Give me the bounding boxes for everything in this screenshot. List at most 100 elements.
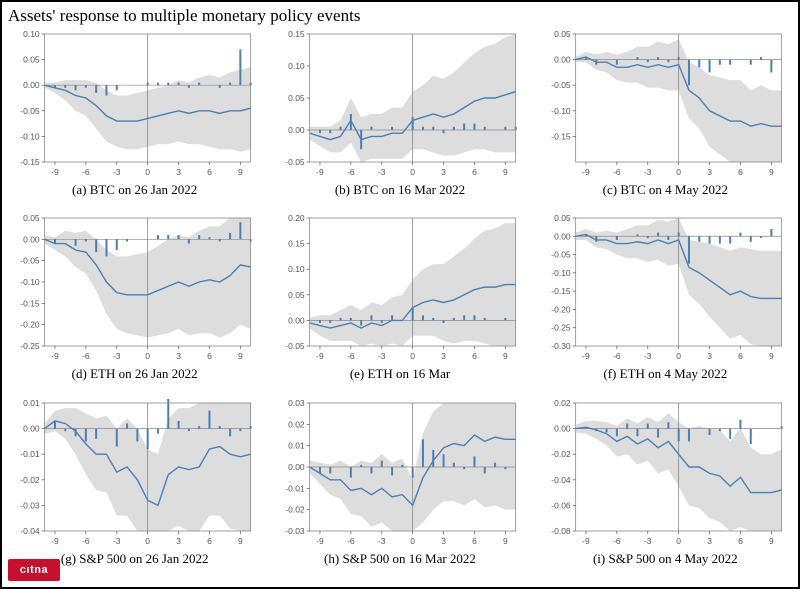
svg-text:9: 9: [769, 351, 774, 361]
svg-text:-6: -6: [82, 351, 90, 361]
svg-text:-0.08: -0.08: [551, 526, 571, 536]
svg-text:-6: -6: [613, 536, 621, 546]
panel-b: -0.050.000.050.100.15-9-6-30369(b) BTC o…: [273, 30, 526, 210]
svg-text:0.03: 0.03: [288, 399, 305, 408]
svg-text:-3: -3: [378, 167, 386, 177]
svg-text:-6: -6: [347, 351, 355, 361]
svg-text:-0.10: -0.10: [551, 106, 571, 116]
svg-text:-0.15: -0.15: [20, 157, 40, 167]
svg-text:6: 6: [738, 351, 743, 361]
panel-h: -0.03-0.02-0.010.000.010.020.03-9-6-3036…: [273, 399, 526, 579]
svg-text:0.00: 0.00: [23, 80, 40, 90]
panel-d: -0.25-0.20-0.15-0.10-0.050.000.05-9-6-30…: [8, 214, 261, 394]
svg-text:-9: -9: [317, 351, 325, 361]
panel-grid: -0.15 -0.10 -0.05 0.00 0.05 0.10 -9 -6 -3 0 3 6 9 (a)…: [2, 28, 798, 585]
svg-text:-6: -6: [82, 536, 90, 546]
svg-text:-0.10: -0.10: [551, 268, 571, 278]
svg-text:-0.25: -0.25: [20, 341, 40, 351]
svg-text:-0.05: -0.05: [20, 256, 40, 266]
panel-caption-g: (g) S&P 500 on 26 Jan 2022: [61, 551, 209, 567]
svg-text:0.10: 0.10: [288, 61, 305, 71]
panel-caption-e: (e) ETH on 16 Mar: [350, 366, 450, 382]
source-logo: cıtna: [8, 559, 60, 581]
panel-caption-b: (b) BTC on 16 Mar 2022: [335, 182, 465, 198]
svg-text:-9: -9: [51, 167, 59, 177]
svg-text:-3: -3: [644, 351, 652, 361]
svg-text:9: 9: [769, 167, 774, 177]
svg-text:6: 6: [472, 351, 477, 361]
svg-text:-0.25: -0.25: [551, 323, 571, 333]
svg-text:-9: -9: [582, 351, 590, 361]
svg-text:3: 3: [442, 167, 447, 177]
svg-text:6: 6: [738, 536, 743, 546]
svg-text:-0.03: -0.03: [20, 500, 40, 510]
svg-text:0: 0: [676, 536, 681, 546]
svg-text:0.05: 0.05: [288, 93, 305, 103]
svg-text:0.00: 0.00: [554, 232, 571, 242]
panel-caption-c: (c) BTC on 4 May 2022: [603, 182, 728, 198]
svg-text:-3: -3: [644, 536, 652, 546]
panel-caption-i: (i) S&P 500 on 4 May 2022: [593, 551, 738, 567]
svg-text:-0.01: -0.01: [286, 483, 306, 493]
svg-text:-3: -3: [644, 167, 652, 177]
svg-text:3: 3: [442, 536, 447, 546]
svg-text:0.00: 0.00: [23, 235, 40, 245]
svg-text:-0.05: -0.05: [286, 157, 306, 167]
svg-text:-6: -6: [613, 351, 621, 361]
svg-text:0.01: 0.01: [288, 440, 305, 450]
svg-text:-0.02: -0.02: [551, 449, 571, 459]
panel-caption-f: (f) ETH on 4 May 2022: [603, 366, 727, 382]
svg-text:6: 6: [472, 536, 477, 546]
svg-text:-0.02: -0.02: [20, 474, 40, 484]
panel-f: -0.30-0.25-0.20-0.15-0.10-0.050.000.05-9…: [539, 214, 792, 394]
svg-text:9: 9: [238, 167, 243, 177]
svg-text:-6: -6: [613, 167, 621, 177]
svg-text:6: 6: [472, 167, 477, 177]
svg-text:0: 0: [145, 351, 150, 361]
svg-text:-0.02: -0.02: [286, 504, 306, 514]
panel-g: -0.04-0.03-0.02-0.010.000.01-9-6-30369(g…: [8, 399, 261, 579]
svg-text:0.00: 0.00: [288, 462, 305, 472]
svg-text:-0.10: -0.10: [20, 131, 40, 141]
svg-text:-0.20: -0.20: [551, 305, 571, 315]
svg-text:9: 9: [238, 536, 243, 546]
svg-text:0: 0: [145, 536, 150, 546]
svg-text:-0.03: -0.03: [286, 526, 306, 536]
svg-text:0.00: 0.00: [23, 423, 40, 433]
svg-text:3: 3: [176, 536, 181, 546]
svg-text:-9: -9: [582, 536, 590, 546]
svg-text:0.00: 0.00: [288, 125, 305, 135]
svg-text:-0.10: -0.10: [20, 277, 40, 287]
svg-text:-3: -3: [113, 167, 121, 177]
svg-text:-0.30: -0.30: [551, 341, 571, 351]
panel-a: -0.15-0.10-0.050.000.050.10-9-6-30369(a)…: [8, 30, 261, 210]
svg-text:-9: -9: [317, 167, 325, 177]
svg-text:0.02: 0.02: [554, 399, 571, 408]
svg-text:-0.06: -0.06: [551, 500, 571, 510]
svg-text:3: 3: [707, 536, 712, 546]
svg-text:0.05: 0.05: [554, 30, 571, 39]
svg-text:-3: -3: [378, 536, 386, 546]
svg-text:0.00: 0.00: [288, 316, 305, 326]
svg-text:-3: -3: [113, 536, 121, 546]
svg-text:0.05: 0.05: [288, 290, 305, 300]
svg-text:-0.15: -0.15: [551, 131, 571, 141]
panel-c: -0.15-0.10-0.050.000.05-9-6-30369(c) BTC…: [539, 30, 792, 210]
svg-text:0: 0: [411, 351, 416, 361]
svg-text:0.05: 0.05: [23, 214, 40, 223]
svg-text:0.05: 0.05: [23, 55, 40, 65]
svg-text:3: 3: [707, 351, 712, 361]
svg-text:-0.05: -0.05: [20, 106, 40, 116]
svg-text:-0.20: -0.20: [20, 320, 40, 330]
svg-text:-0.01: -0.01: [20, 449, 40, 459]
svg-text:-0.04: -0.04: [551, 474, 571, 484]
svg-text:0.02: 0.02: [288, 419, 305, 429]
svg-text:9: 9: [238, 351, 243, 361]
svg-text:-0.05: -0.05: [286, 341, 306, 351]
svg-text:-9: -9: [317, 536, 325, 546]
panel-caption-d: (d) ETH on 26 Jan 2022: [72, 366, 198, 382]
panel-caption-a: (a) BTC on 26 Jan 2022: [72, 182, 197, 198]
svg-text:0.10: 0.10: [288, 265, 305, 275]
svg-text:0.15: 0.15: [288, 239, 305, 249]
svg-text:-6: -6: [82, 167, 90, 177]
